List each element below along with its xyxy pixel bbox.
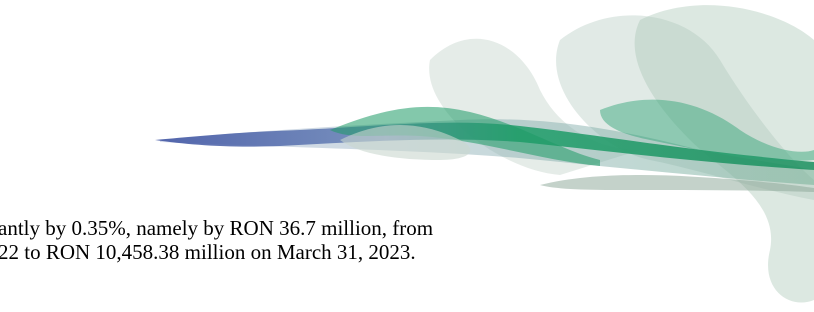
text-line: 22 to RON 10,458.38 million on March 31,… [0, 240, 416, 264]
page: antly by 0.35%, namely by RON 36.7 milli… [0, 0, 814, 312]
decorative-waves [0, 0, 814, 312]
text-line: antly by 0.35%, namely by RON 36.7 milli… [0, 216, 433, 240]
